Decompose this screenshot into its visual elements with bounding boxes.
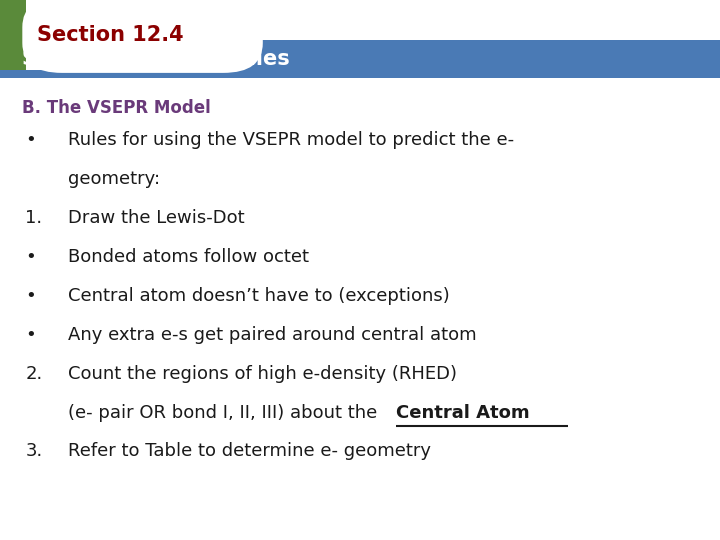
Text: (e- pair OR bond I, II, III) about the: (e- pair OR bond I, II, III) about the <box>68 403 383 422</box>
Text: Bonded atoms follow octet: Bonded atoms follow octet <box>68 248 310 266</box>
Text: •: • <box>25 248 36 266</box>
Bar <box>0 0 26 70</box>
Bar <box>26 35 69 70</box>
Text: geometry:: geometry: <box>68 170 161 188</box>
Bar <box>0 40 720 78</box>
Text: Rules for using the VSEPR model to predict the e-: Rules for using the VSEPR model to predi… <box>68 131 515 150</box>
Text: Any extra e-s get paired around central atom: Any extra e-s get paired around central … <box>68 326 477 344</box>
Text: Count the regions of high e-density (RHED): Count the regions of high e-density (RHE… <box>68 364 457 383</box>
Text: 3.: 3. <box>25 442 42 461</box>
Text: •: • <box>25 326 36 344</box>
Text: Refer to Table to determine e- geometry: Refer to Table to determine e- geometry <box>68 442 431 461</box>
Text: B. The VSEPR Model: B. The VSEPR Model <box>22 99 210 117</box>
Text: Section 12.4: Section 12.4 <box>37 25 184 45</box>
Text: •: • <box>25 287 36 305</box>
Text: 1.: 1. <box>25 209 42 227</box>
Text: Central Atom: Central Atom <box>395 403 529 422</box>
Text: Central atom doesn’t have to (exceptions): Central atom doesn’t have to (exceptions… <box>68 287 450 305</box>
Text: •: • <box>25 131 36 150</box>
FancyBboxPatch shape <box>22 0 263 73</box>
Text: Structure of Molecules: Structure of Molecules <box>22 49 289 70</box>
Text: 2.: 2. <box>25 364 42 383</box>
Text: Draw the Lewis-Dot: Draw the Lewis-Dot <box>68 209 245 227</box>
